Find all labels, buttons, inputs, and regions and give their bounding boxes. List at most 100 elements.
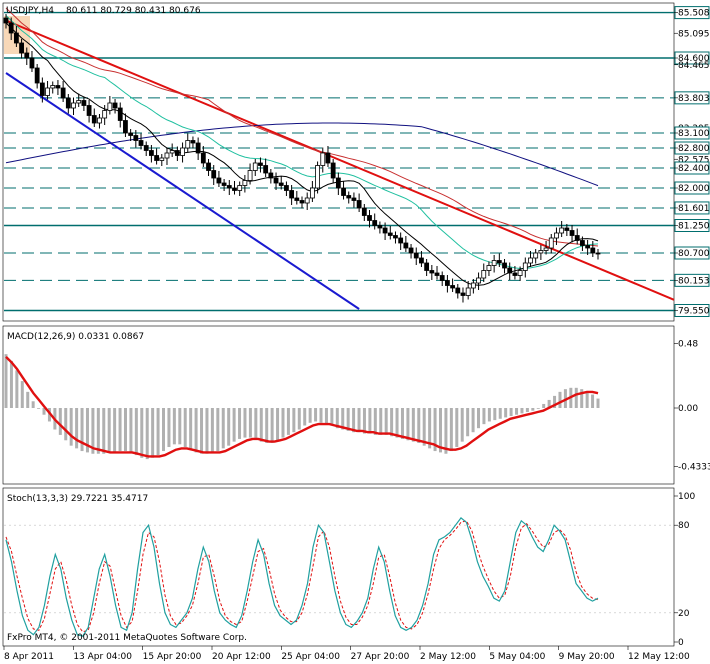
candle-body [232, 187, 237, 191]
macd-panel-border [2, 325, 675, 485]
macd-histogram-bar [482, 408, 486, 425]
macd-histogram-bar [85, 408, 89, 453]
macd-histogram-bar [221, 408, 225, 449]
macd-histogram-bar [4, 354, 8, 408]
candle-body [424, 262, 430, 271]
candle-body [455, 287, 461, 294]
time-tick-label: 13 Apr 04:00 [73, 652, 132, 662]
macd-histogram-bar [31, 401, 35, 408]
macd-histogram-bar [210, 408, 214, 453]
price-tick-label: 84.600 [678, 54, 710, 64]
candle-body [585, 245, 591, 249]
candle-body [330, 162, 336, 179]
macd-histogram-bar [515, 408, 519, 415]
candle-body [200, 152, 206, 164]
candle-body [335, 177, 341, 189]
stoch-tick-label: 20 [678, 609, 690, 619]
candle-body [112, 102, 118, 109]
macd-histogram-bar [438, 408, 442, 453]
candle-body [50, 85, 56, 89]
candle-body [252, 162, 258, 171]
candle-body [8, 22, 14, 34]
price-tick-label: 83.803 [678, 94, 710, 104]
candle-body [486, 265, 492, 271]
candle-body [382, 227, 388, 234]
macd-histogram-bar [162, 408, 166, 452]
price-tick-label: 81.601 [678, 204, 710, 214]
macd-histogram-bar [335, 408, 339, 429]
macd-histogram-bar [422, 408, 426, 446]
price-trendlines [5, 19, 675, 310]
candle-body [538, 250, 544, 254]
macd-histogram-bar [15, 370, 19, 408]
macd-histogram-bar [194, 408, 198, 453]
candle-body [39, 82, 45, 96]
macd-histogram-bar [428, 408, 432, 449]
candle-body [13, 32, 19, 44]
candle-body [294, 197, 300, 201]
macd-histogram-bar [314, 408, 318, 422]
macd-histogram-bar [200, 408, 204, 454]
macd-histogram-bar [26, 391, 30, 408]
macd-histogram-bar [341, 408, 345, 430]
macd-histogram-bar [286, 408, 290, 435]
macd-histogram-bar [509, 408, 513, 417]
macd-histogram-bar [558, 391, 562, 408]
price-tick-label: 84.465 [678, 61, 710, 71]
macd-panel: 0.48 0.00 -0.4333 MACD(12,26,9) 0.0331 0.0… [2, 325, 710, 485]
macd-histogram-bar [91, 408, 95, 454]
candle-body [377, 225, 383, 229]
candle-body [195, 142, 201, 154]
candle-body [413, 252, 419, 259]
candle-body [320, 152, 326, 166]
candle-body [533, 252, 539, 259]
macd-histogram-bar [183, 408, 187, 448]
candle-body [325, 152, 331, 164]
candle-body [356, 200, 362, 209]
candle-body [460, 292, 466, 296]
macd-histogram-bar [493, 408, 497, 421]
candle-body [351, 197, 357, 201]
candle-body [372, 220, 378, 226]
macd-histogram-bar [151, 408, 155, 458]
stoch-tick-label: 100 [678, 492, 695, 502]
macd-histogram-bar [477, 408, 481, 429]
candle-body [554, 232, 559, 239]
stoch-panel-border [2, 487, 675, 647]
price-candles [3, 14, 601, 303]
stoch-tick-label: 80 [678, 521, 690, 531]
candle-body [470, 282, 476, 289]
macd-histogram-bar [232, 408, 236, 442]
candle-body [398, 237, 404, 244]
candle-body [19, 42, 24, 54]
time-tick-label: 15 Apr 20:00 [143, 652, 202, 662]
stoch-label: Stoch(13,3,3) 29.7221 35.4717 [7, 494, 148, 504]
candle-body [278, 182, 284, 186]
macd-histogram-bar [553, 395, 557, 408]
candle-body [60, 87, 66, 99]
macd-histogram-bar [254, 408, 258, 439]
candle-body [107, 102, 113, 111]
macd-tick-label: 0.48 [678, 339, 698, 349]
macd-histogram-bar [400, 408, 404, 439]
macd-histogram-bar [80, 408, 84, 452]
price-tick-label: 82.000 [678, 184, 710, 194]
candle-body [24, 52, 30, 59]
price-tick-label: 80.153 [678, 276, 710, 286]
candle-body [465, 287, 471, 296]
macd-histogram-bar [411, 408, 415, 442]
candle-body [419, 257, 424, 264]
macd-histogram-bar [140, 408, 144, 458]
candle-body [367, 215, 372, 221]
macd-histogram-bar [384, 408, 388, 435]
candle-body [502, 262, 507, 269]
macd-histogram-bar [178, 408, 182, 445]
candle-body [258, 162, 263, 166]
candle-body [450, 285, 455, 289]
macd-histogram-bar [205, 408, 209, 454]
candle-body [507, 267, 513, 274]
macd-histogram-bar [292, 408, 296, 433]
macd-histogram-bar [319, 408, 323, 423]
